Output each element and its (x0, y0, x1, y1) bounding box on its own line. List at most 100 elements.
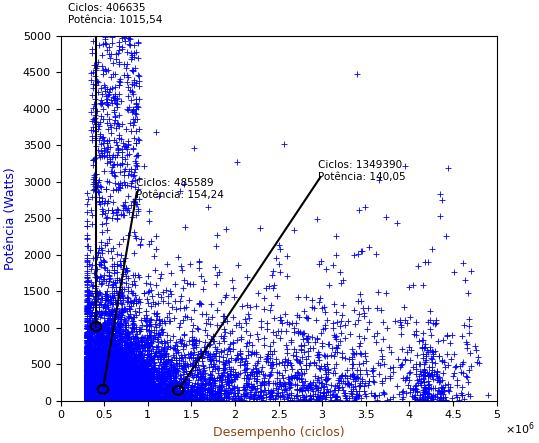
Point (131, 365, 140, 372)
Point (102, 369, 111, 377)
Point (83, 369, 92, 376)
Point (110, 391, 119, 398)
Point (129, 106, 137, 113)
Point (114, 50, 122, 57)
Point (120, 368, 129, 375)
Point (95, 353, 103, 360)
Point (101, 357, 109, 364)
Point (111, 323, 120, 330)
Point (103, 295, 112, 303)
Point (126, 365, 135, 372)
Point (107, 364, 115, 371)
Point (123, 331, 132, 338)
Point (194, 362, 202, 369)
Point (130, 375, 139, 382)
Point (117, 385, 126, 392)
Point (86, 376, 94, 383)
Point (102, 355, 111, 362)
Point (230, 385, 239, 392)
Point (141, 385, 149, 392)
Point (91, 385, 100, 392)
Point (119, 383, 128, 390)
Point (105, 381, 113, 388)
Point (116, 261, 125, 268)
Point (309, 304, 318, 311)
Point (82, 365, 91, 373)
Point (130, 387, 139, 394)
Point (107, 330, 115, 338)
Point (96, 395, 105, 402)
Point (130, 376, 139, 383)
Point (133, 390, 141, 397)
Point (86, 395, 94, 402)
Point (93, 360, 102, 367)
Point (82, 392, 91, 399)
Point (99, 377, 107, 384)
Point (147, 396, 156, 404)
Point (108, 245, 117, 252)
Point (93, 368, 101, 375)
Point (102, 387, 111, 394)
Point (167, 362, 176, 369)
Point (203, 331, 211, 338)
Point (462, 373, 471, 380)
Point (106, 373, 115, 380)
Point (155, 330, 163, 338)
Point (101, 373, 110, 380)
Point (109, 379, 118, 386)
Point (207, 393, 216, 400)
Point (102, 382, 110, 389)
Point (108, 381, 116, 388)
Point (82, 346, 91, 353)
Point (169, 373, 177, 380)
Point (82, 374, 91, 381)
Point (113, 350, 122, 358)
Point (212, 243, 220, 250)
Point (87, 351, 96, 358)
Point (344, 380, 353, 387)
Point (114, 393, 122, 400)
Point (102, 145, 111, 152)
Point (132, 342, 140, 349)
Point (86, 361, 95, 368)
Point (167, 384, 175, 391)
Point (154, 348, 163, 355)
Point (425, 307, 434, 314)
Point (105, 350, 114, 357)
Point (157, 376, 166, 383)
Point (148, 391, 156, 398)
Point (91, 301, 99, 308)
Point (286, 396, 295, 403)
Point (82, 359, 91, 366)
Point (124, 395, 133, 402)
Point (393, 383, 402, 390)
Point (272, 374, 281, 381)
Point (161, 376, 170, 383)
Point (265, 282, 273, 289)
Point (155, 395, 163, 402)
Point (89, 376, 98, 383)
Point (103, 315, 112, 322)
Point (141, 388, 150, 395)
Point (120, 363, 128, 370)
Point (175, 304, 184, 311)
Point (118, 374, 127, 381)
Point (124, 355, 133, 362)
Point (97, 397, 106, 404)
Point (97, 300, 106, 307)
Point (89, 376, 98, 383)
Point (127, 375, 135, 382)
Point (106, 384, 115, 391)
Point (89, 393, 98, 400)
Point (134, 371, 143, 378)
Point (171, 359, 180, 366)
Point (87, 361, 96, 369)
Point (109, 344, 118, 351)
Point (82, 317, 91, 324)
Point (205, 391, 214, 398)
Point (103, 369, 112, 376)
Point (82, 324, 91, 331)
Point (107, 338, 115, 345)
Point (123, 145, 132, 152)
Point (147, 379, 155, 386)
